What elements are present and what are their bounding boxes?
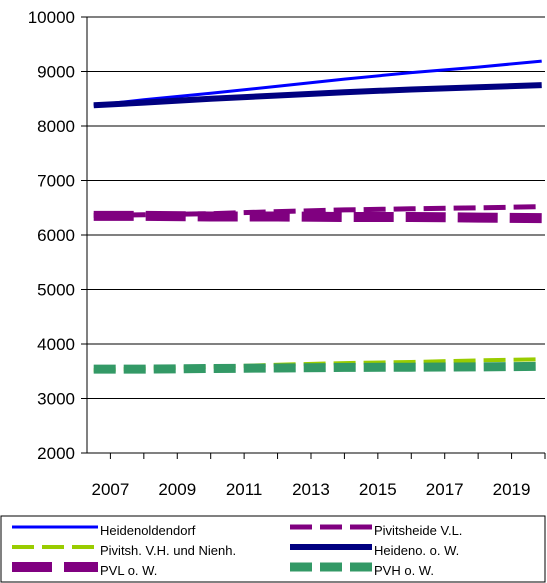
series-line-3 (93, 82, 542, 109)
series-line-0 (93, 59, 542, 107)
legend-label-4: PVL o. W. (100, 563, 157, 578)
y-tick-label-4000: 4000 (37, 335, 75, 354)
axes (81, 16, 546, 459)
y-tick-label-7000: 7000 (37, 172, 75, 191)
x-tick-label-2007: 2007 (91, 480, 129, 499)
y-tick-label-2000: 2000 (37, 444, 75, 463)
y-tick-label-6000: 6000 (37, 226, 75, 245)
x-tick-label-2013: 2013 (292, 480, 330, 499)
legend: Heidenoldendorf Pivitsheide V.L. Pivitsh. … (0, 515, 546, 583)
y-tick-label-9000: 9000 (37, 63, 75, 82)
x-tick-label-2011: 2011 (226, 480, 263, 499)
legend-label-1: Pivitsheide V.L. (374, 523, 462, 538)
x-tick-label-2015: 2015 (359, 480, 397, 499)
x-tick-label-2009: 2009 (158, 480, 196, 499)
legend-label-0: Heidenoldendorf (100, 523, 196, 538)
legend-label-2: Pivitsh. V.H. und Nienh. (100, 543, 236, 558)
series-lines (93, 59, 542, 374)
series-line-5 (93, 361, 542, 374)
tick-labels: 2000 3000 4000 5000 6000 7000 8000 9000 10000 200… (28, 8, 531, 499)
legend-label-5: PVH o. W. (374, 563, 434, 578)
y-tick-label-3000: 3000 (37, 390, 75, 409)
grid-lines (87, 16, 545, 399)
series-line-4 (93, 210, 542, 224)
legend-label-3: Heideno. o. W. (374, 543, 459, 558)
y-tick-label-10000: 10000 (28, 8, 75, 27)
y-tick-label-8000: 8000 (37, 117, 75, 136)
x-tick-label-2017: 2017 (426, 480, 464, 499)
y-tick-label-5000: 5000 (37, 281, 75, 300)
x-tick-label-2019: 2019 (493, 480, 531, 499)
